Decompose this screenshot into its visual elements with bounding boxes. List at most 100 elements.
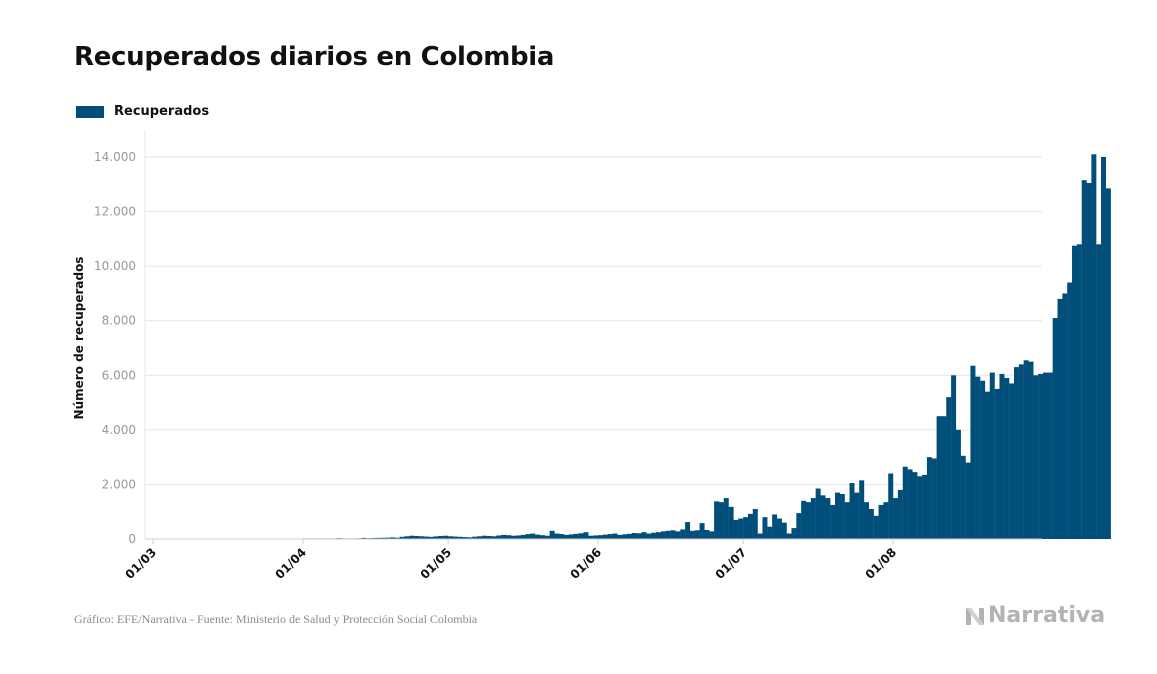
bar xyxy=(714,501,720,539)
bar xyxy=(743,517,749,539)
bar xyxy=(859,480,865,539)
bar xyxy=(588,535,594,539)
bar xyxy=(864,502,870,539)
bar xyxy=(549,530,555,539)
bar xyxy=(984,391,990,539)
bar xyxy=(738,518,744,539)
bar xyxy=(539,535,545,539)
bar xyxy=(849,483,855,539)
bar xyxy=(530,533,536,539)
bar xyxy=(1101,157,1107,539)
bar xyxy=(496,535,502,539)
bar xyxy=(433,536,439,539)
bar xyxy=(627,533,633,539)
bar xyxy=(762,517,768,539)
bar xyxy=(670,530,676,539)
grid-lines xyxy=(145,156,1042,485)
bar xyxy=(477,536,483,539)
y-tick-label: 10.000 xyxy=(94,259,136,273)
bar xyxy=(1033,375,1039,539)
bar xyxy=(1062,293,1068,539)
bar xyxy=(970,365,976,539)
narrativa-logo-icon xyxy=(966,607,984,625)
bar xyxy=(419,536,425,539)
x-tick-label: 01/06 xyxy=(568,545,605,582)
bar xyxy=(752,508,758,539)
legend-label: Recuperados xyxy=(114,104,210,119)
bar xyxy=(481,535,487,539)
bar xyxy=(893,498,899,539)
bar xyxy=(680,529,686,539)
bar xyxy=(1091,154,1097,539)
bar xyxy=(835,492,840,539)
bar xyxy=(1009,383,1015,539)
bar xyxy=(1028,361,1034,539)
bar xyxy=(685,522,691,539)
bar xyxy=(665,530,671,539)
bar xyxy=(820,495,826,539)
bar xyxy=(888,473,894,539)
y-tick-label: 0 xyxy=(128,532,136,546)
bar xyxy=(868,508,874,539)
bar xyxy=(554,533,560,539)
bar xyxy=(641,532,647,539)
bar xyxy=(825,498,831,539)
bar xyxy=(510,535,516,539)
bar xyxy=(941,416,947,539)
bar xyxy=(975,376,981,539)
bar xyxy=(660,531,666,539)
bar xyxy=(902,466,908,539)
bar xyxy=(728,506,734,539)
bar xyxy=(989,372,995,539)
x-tick-label: 01/03 xyxy=(123,545,160,582)
bar xyxy=(501,534,507,539)
bar xyxy=(360,537,366,539)
bar xyxy=(747,513,753,539)
x-tick-label: 01/07 xyxy=(713,545,750,582)
bar xyxy=(839,493,845,539)
bar xyxy=(443,535,449,539)
bar xyxy=(394,537,400,539)
bar xyxy=(1081,180,1087,539)
bar xyxy=(515,535,521,539)
bar xyxy=(544,535,550,539)
bar xyxy=(709,531,715,539)
bar xyxy=(689,530,695,539)
bar xyxy=(917,476,923,539)
bar xyxy=(578,533,584,539)
bar xyxy=(718,502,724,539)
bar xyxy=(951,375,957,539)
bar xyxy=(404,536,410,539)
bar xyxy=(656,532,662,539)
bar xyxy=(385,537,391,539)
brand-name: Narrativa xyxy=(988,603,1106,628)
bar xyxy=(805,502,811,539)
bar xyxy=(873,515,879,539)
legend: Recuperados xyxy=(76,104,209,119)
bar xyxy=(651,532,657,539)
bar xyxy=(428,536,434,539)
bar xyxy=(486,536,492,539)
bar xyxy=(423,536,429,539)
bar xyxy=(472,536,478,539)
bar xyxy=(535,534,541,539)
bar xyxy=(980,380,986,539)
bar xyxy=(1072,245,1078,539)
bar xyxy=(772,514,778,539)
bar xyxy=(786,533,792,539)
bar xyxy=(694,530,700,539)
y-tick-label: 14.000 xyxy=(94,150,136,164)
bar xyxy=(699,523,705,539)
bar xyxy=(936,416,942,539)
bar xyxy=(844,502,850,539)
bar xyxy=(830,504,836,539)
bars xyxy=(153,154,1111,540)
bar xyxy=(568,534,574,539)
bar xyxy=(390,537,395,539)
bar xyxy=(525,534,531,539)
bar xyxy=(1086,182,1092,540)
brand-logo: Narrativa xyxy=(964,603,1105,628)
bar xyxy=(960,455,966,539)
source-note: Gráfico: EFE/Narrativa - Fuente: Ministe… xyxy=(74,612,478,626)
